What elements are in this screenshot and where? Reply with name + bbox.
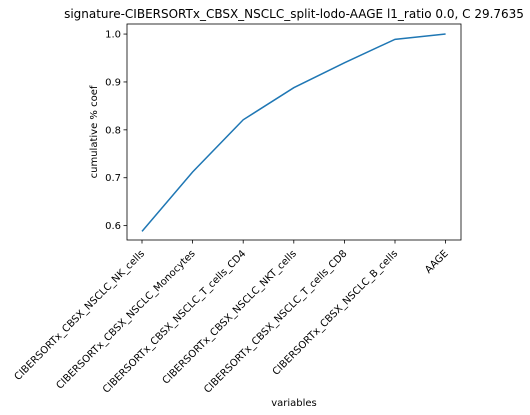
y-tick-label: 1.0 (105, 30, 121, 41)
y-tick-label: 0.7 (105, 173, 121, 184)
y-tick-label: 0.9 (105, 77, 121, 88)
series-line (141, 33, 446, 232)
y-axis: 0.6 0.7 0.8 0.9 1.0 (105, 30, 127, 232)
plot-area-frame (126, 23, 462, 241)
y-tick-label: 0.6 (105, 221, 121, 232)
x-axis-label: variables (271, 398, 317, 409)
x-axis: CIBERSORTx_CBSX_NSCLC_NK_cellsCIBERSORTx… (13, 240, 451, 396)
y-axis-label: cumulative % coef (89, 85, 100, 178)
x-tick-label: AAGE (423, 248, 450, 275)
y-tick-label: 0.8 (105, 125, 121, 136)
chart-title: signature-CIBERSORTx_CBSX_NSCLC_split-lo… (64, 7, 524, 21)
